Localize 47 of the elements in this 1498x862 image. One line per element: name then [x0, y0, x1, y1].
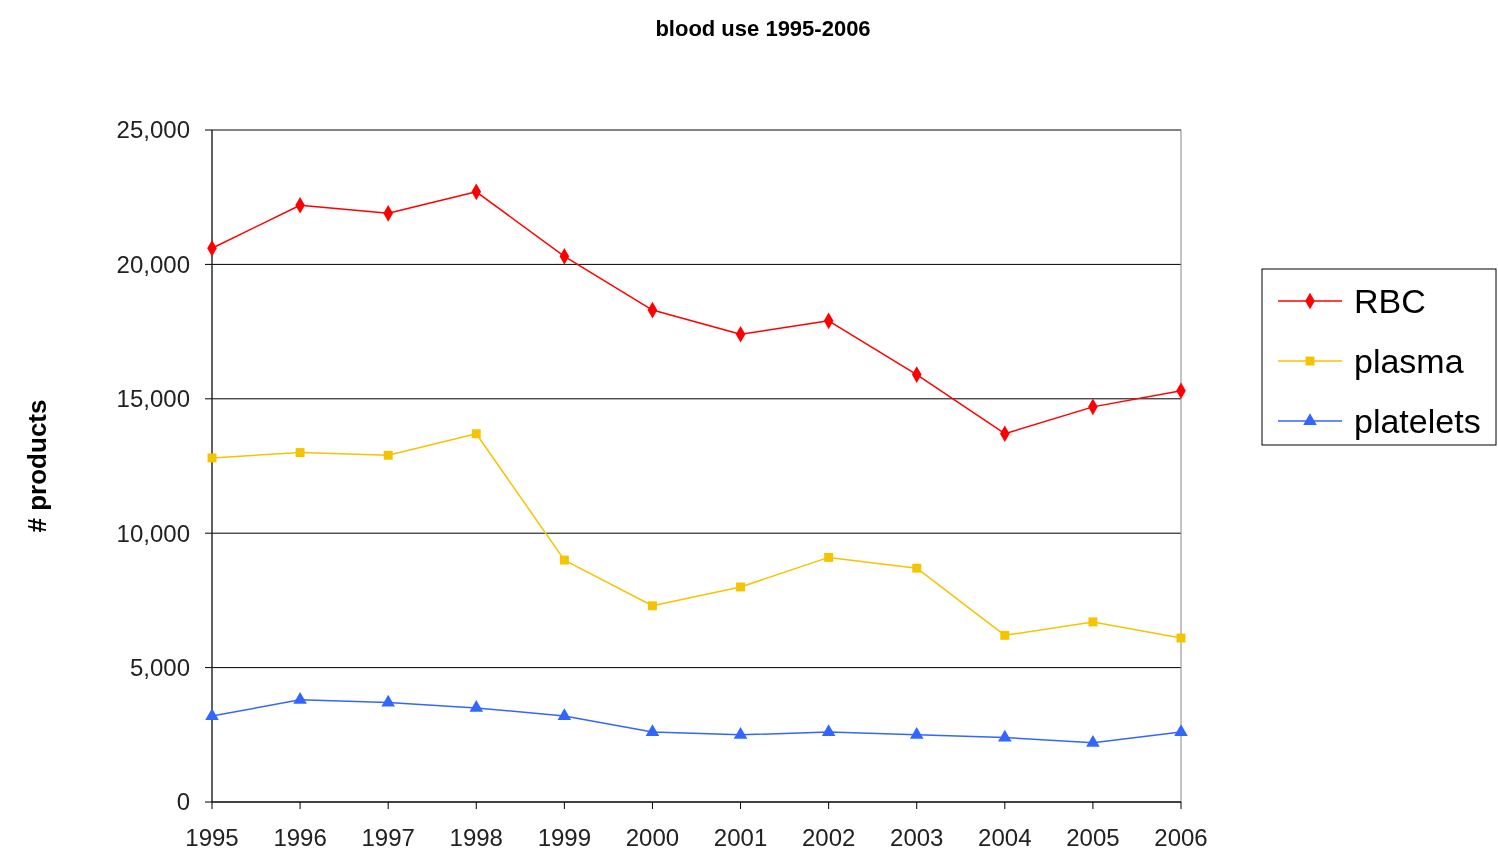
x-tick-label: 1997 [361, 824, 415, 851]
y-axis-title: # products [22, 399, 52, 533]
point [733, 726, 748, 739]
point [205, 708, 219, 720]
y-tick-label: 25,000 [116, 116, 190, 144]
point [736, 582, 746, 592]
point [912, 563, 922, 573]
y-tick-label: 15,000 [116, 385, 190, 413]
x-tick-label: 2000 [625, 824, 680, 851]
x-tick-label: 2003 [890, 824, 944, 851]
x-tick-label: 1995 [185, 824, 239, 851]
point [557, 708, 572, 720]
point [998, 729, 1012, 742]
legend-label: platelets [1354, 401, 1481, 440]
point [295, 448, 305, 458]
point [1176, 633, 1186, 643]
x-tick-label: 2005 [1066, 824, 1120, 851]
point [1000, 630, 1010, 640]
y-tick-label: 10,000 [116, 519, 190, 547]
x-tick-label: 2001 [713, 824, 768, 851]
point [471, 429, 481, 439]
point [909, 726, 924, 739]
chart-title: blood use 1995-2006 [655, 16, 871, 41]
point [469, 700, 484, 712]
y-tick-label: 5,000 [129, 654, 190, 681]
x-tick-label: 2006 [1154, 824, 1208, 851]
point [293, 692, 307, 704]
legend-label: RBC [1354, 281, 1426, 320]
point [647, 601, 657, 611]
legend-label: plasma [1354, 341, 1464, 380]
point [1086, 735, 1100, 747]
point [645, 724, 660, 737]
x-tick-label: 1996 [273, 824, 327, 851]
point [1088, 617, 1098, 627]
x-tick-label: 2004 [978, 824, 1032, 851]
y-tick-label: 0 [176, 788, 190, 816]
point [207, 453, 217, 463]
point [824, 552, 834, 562]
x-tick-label: 1999 [537, 824, 592, 851]
point [821, 724, 836, 737]
point [383, 450, 393, 460]
x-tick-label: 1998 [449, 824, 503, 851]
point [1174, 724, 1188, 737]
x-tick-label: 2002 [801, 824, 856, 851]
point [559, 555, 569, 565]
y-tick-label: 20,000 [116, 250, 190, 278]
point [381, 694, 395, 707]
